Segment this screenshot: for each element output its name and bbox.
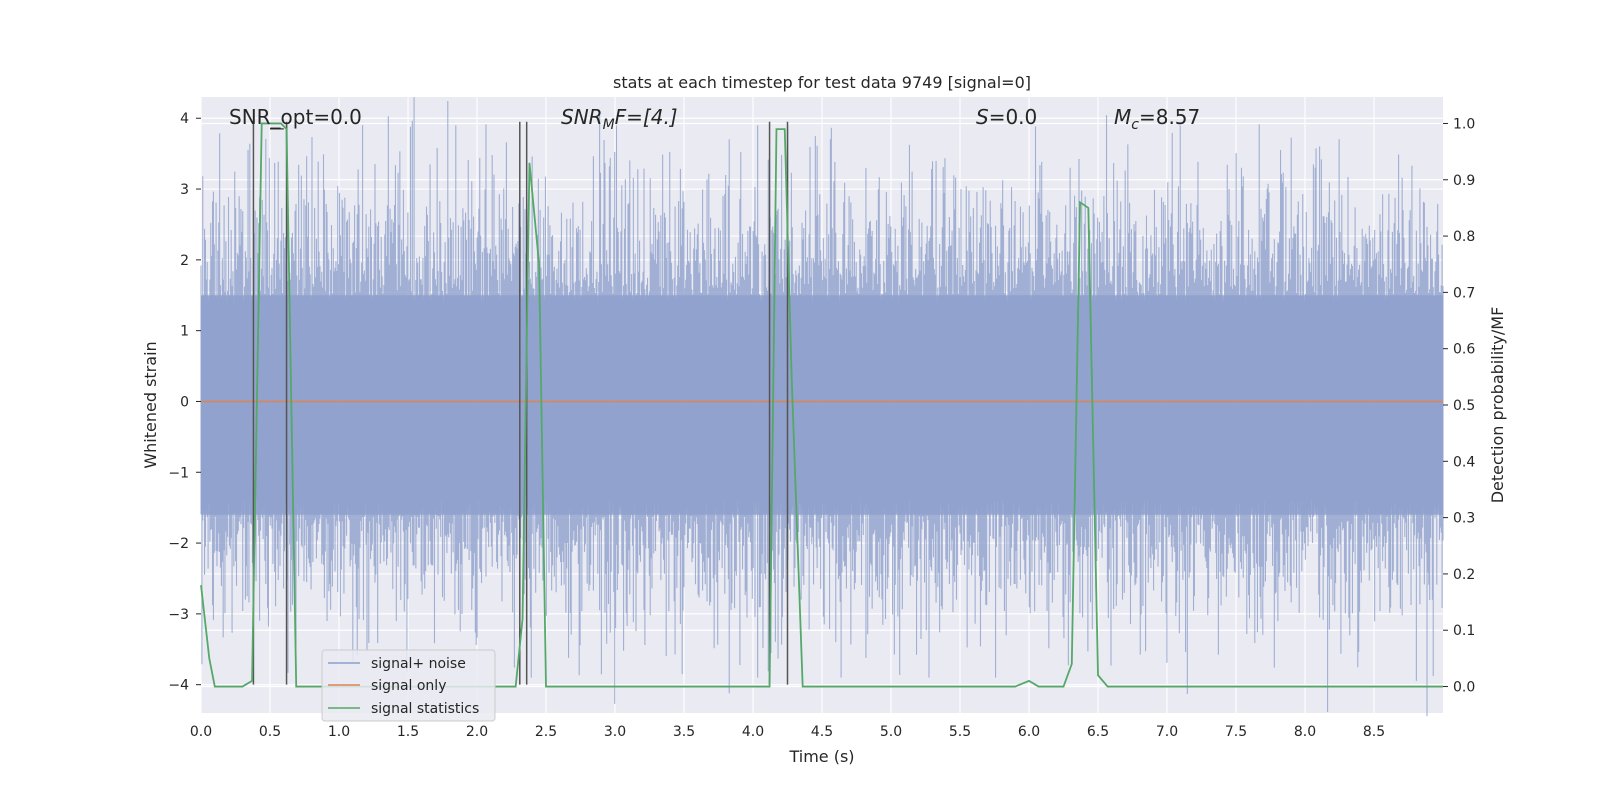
y-tick-label: 1	[180, 324, 189, 340]
x-tick-label: 2.5	[535, 724, 557, 740]
x-tick-label: 5.5	[949, 724, 971, 740]
x-tick-label: 8.0	[1294, 724, 1316, 740]
annotation-mc-sub: c	[1131, 117, 1139, 133]
chart-title: stats at each timestep for test data 974…	[613, 73, 1031, 92]
legend-label-signal-only: signal only	[371, 678, 446, 694]
y2-tick-label: 0.6	[1453, 342, 1475, 358]
y-tick-label: −4	[168, 678, 189, 694]
x-tick-label: 7.0	[1156, 724, 1178, 740]
y2-tick-label: 0.0	[1453, 680, 1475, 696]
x-tick-label: 8.5	[1363, 724, 1385, 740]
x-tick-label: 4.0	[742, 724, 764, 740]
y-tick-label: −3	[168, 607, 189, 623]
signal-statistics-series	[200, 122, 1443, 688]
legend: signal+ noise signal only signal statist…	[321, 649, 496, 722]
annotation-s: S=0.0	[976, 105, 1037, 129]
y2-tick-label: 0.8	[1453, 229, 1475, 245]
x-axis-label: Time (s)	[788, 747, 854, 766]
legend-box	[321, 649, 496, 722]
x-tick-label: 3.5	[673, 724, 695, 740]
y2-tick-label: 0.9	[1453, 173, 1475, 189]
annotation-snr-mf-rest: F=[4.]	[615, 105, 678, 129]
y2-tick-label: 0.7	[1453, 285, 1475, 301]
legend-label-signal-noise: signal+ noise	[371, 656, 466, 672]
x-tick-label: 6.5	[1087, 724, 1109, 740]
annotation-s-rest: =0.0	[989, 105, 1038, 129]
x-tick-label: 2.0	[466, 724, 488, 740]
y-tick-label: 4	[180, 111, 189, 127]
annotation-snr-mf-main: SNR	[561, 105, 603, 129]
y-tick-label: 3	[180, 182, 189, 198]
y-axis-label: Whitened strain	[141, 341, 160, 468]
y-axis-ticks: 4 3 2 1 0 −1 −2 −3 −4	[168, 111, 201, 694]
y2-tick-label: 0.3	[1453, 511, 1475, 527]
x-tick-label: 0.0	[190, 724, 212, 740]
signal-noise-band	[201, 295, 1443, 515]
annotation-mc-main: M	[1114, 105, 1131, 129]
signal-statistics-line	[200, 122, 1443, 688]
x-tick-label: 4.5	[811, 724, 833, 740]
y2-tick-label: 0.2	[1453, 567, 1475, 583]
y2-axis-label: Detection probability/MF	[1488, 307, 1507, 504]
x-axis-ticks: 0.0 0.5 1.0 1.5 2.0 2.5 3.0 3.5 4.0 4.5 5.0 5.5 6.0 6…	[190, 724, 1385, 740]
y2-tick-label: 1.0	[1453, 116, 1475, 132]
x-tick-label: 0.5	[259, 724, 281, 740]
x-tick-label: 1.0	[328, 724, 350, 740]
y-tick-label: −1	[168, 465, 189, 481]
x-tick-label: 7.5	[1225, 724, 1247, 740]
annotation-snr-mf-sub: M	[603, 117, 615, 133]
y2-tick-label: 0.4	[1453, 454, 1475, 470]
signal-noise-series	[200, 97, 1444, 717]
y-tick-label: 2	[180, 253, 189, 269]
y2-tick-label: 0.1	[1453, 623, 1475, 639]
annotation-s-main: S	[976, 105, 989, 129]
x-tick-label: 5.0	[880, 724, 902, 740]
y2-axis-ticks: 1.0 0.9 0.8 0.7 0.6 0.5 0.4 0.3 0.2 0.1 0.0	[1443, 116, 1475, 696]
x-tick-label: 1.5	[397, 724, 419, 740]
annotation-snr-mf: SNRMF=[4.]	[561, 105, 678, 133]
y-tick-label: −2	[168, 536, 189, 552]
annotation-mc-rest: =8.57	[1139, 105, 1200, 129]
legend-label-signal-statistics: signal statistics	[371, 701, 479, 717]
annotation-snr-opt: SNR_opt=0.0	[229, 105, 362, 129]
x-tick-label: 6.0	[1018, 724, 1040, 740]
y-tick-label: 0	[180, 394, 189, 410]
y2-tick-label: 0.5	[1453, 398, 1475, 414]
annotation-mc: Mc=8.57	[1114, 105, 1200, 133]
x-tick-label: 3.0	[604, 724, 626, 740]
